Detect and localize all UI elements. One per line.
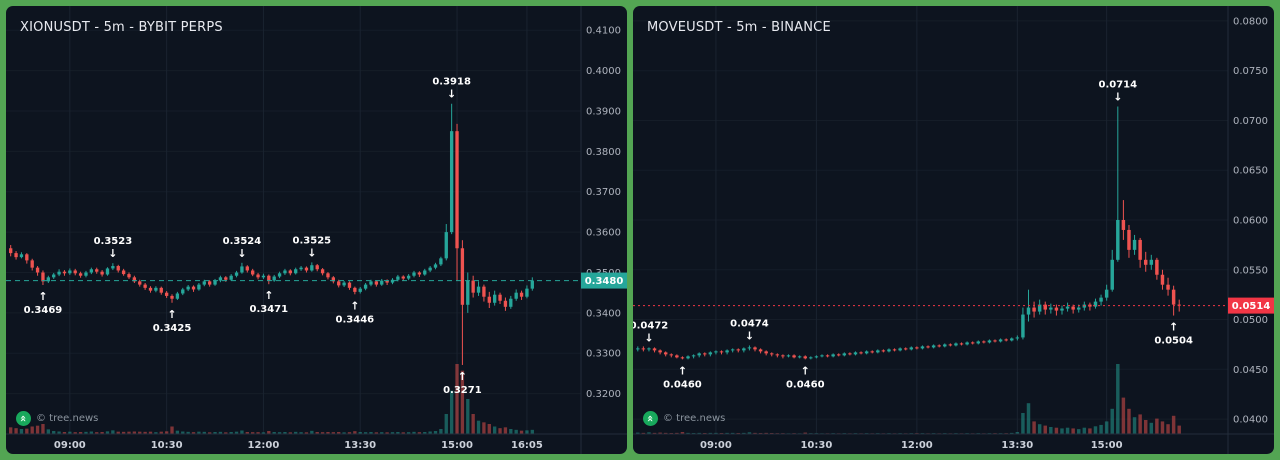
- time-axis[interactable]: 09:00 10:30 12:00 13:30 15:00: [700, 440, 1123, 451]
- svg-text:↑: ↑: [350, 299, 359, 312]
- candlestick-chart-xionusdt[interactable]: 0.4100 0.4000 0.3900 0.3800 0.3700 0.3600 0.35…: [6, 6, 627, 454]
- svg-text:0.0650: 0.0650: [1233, 166, 1268, 177]
- svg-text:0.0450: 0.0450: [1233, 365, 1268, 376]
- price-annotations: ↑0.3469↓0.3523↑0.3425↓0.3524↑0.3471↓0.35…: [24, 77, 482, 396]
- volume-bars: [9, 364, 534, 434]
- svg-text:0.0500: 0.0500: [1233, 315, 1268, 326]
- svg-text:0.3471: 0.3471: [250, 304, 289, 315]
- candlestick-chart-moveusdt[interactable]: 0.0800 0.0750 0.0700 0.0650 0.0600 0.0550 0.05…: [633, 6, 1274, 454]
- svg-text:15:00: 15:00: [1091, 440, 1123, 451]
- double-chevron-up-icon: «: [16, 414, 30, 422]
- svg-text:↓: ↓: [745, 329, 754, 342]
- svg-text:0.3600: 0.3600: [586, 228, 621, 239]
- svg-text:0.0460: 0.0460: [663, 379, 702, 390]
- svg-text:0.0474: 0.0474: [730, 318, 769, 329]
- svg-text:0.3300: 0.3300: [586, 349, 621, 360]
- svg-text:13:30: 13:30: [1001, 440, 1033, 451]
- svg-text:10:30: 10:30: [800, 440, 832, 451]
- candles: [636, 106, 1181, 360]
- svg-text:0.3800: 0.3800: [586, 147, 621, 158]
- svg-text:0.3469: 0.3469: [24, 305, 63, 316]
- svg-text:0.3523: 0.3523: [94, 236, 133, 247]
- svg-text:0.4100: 0.4100: [586, 26, 621, 37]
- watermark: « © tree.news: [643, 411, 725, 426]
- watermark: « © tree.news: [16, 411, 98, 426]
- chart-panel-xionusdt: XIONUSDT - 5m - BYBIT PERPS 0.4100 0.4000…: [6, 6, 627, 454]
- svg-text:↑: ↑: [167, 308, 176, 321]
- time-axis[interactable]: 09:00 10:30 12:00 13:30 15:00 16:05: [54, 440, 543, 451]
- svg-text:0.0472: 0.0472: [633, 320, 668, 331]
- svg-text:↓: ↓: [644, 331, 653, 344]
- tree-news-logo-icon: «: [16, 411, 31, 426]
- grid: [6, 6, 581, 434]
- svg-text:↓: ↓: [307, 246, 316, 259]
- svg-text:0.4000: 0.4000: [586, 66, 621, 77]
- svg-text:0.0550: 0.0550: [1233, 265, 1268, 276]
- svg-text:↓: ↓: [237, 247, 246, 260]
- svg-text:↓: ↓: [108, 247, 117, 260]
- svg-text:0.3700: 0.3700: [586, 187, 621, 198]
- svg-text:0.3446: 0.3446: [336, 314, 375, 325]
- watermark-text: © tree.news: [36, 413, 99, 424]
- svg-text:0.3525: 0.3525: [293, 235, 332, 246]
- last-price-badge: 0.0514: [1228, 297, 1274, 314]
- svg-text:12:00: 12:00: [901, 440, 933, 451]
- watermark-text: © tree.news: [663, 413, 726, 424]
- svg-text:0.3918: 0.3918: [432, 77, 471, 88]
- svg-text:↑: ↑: [458, 370, 467, 383]
- svg-text:↓: ↓: [447, 88, 456, 101]
- price-annotations: ↓0.0472↑0.0460↓0.0474↑0.0460↓0.0714↑0.05…: [633, 80, 1193, 391]
- svg-text:↑: ↑: [264, 289, 273, 302]
- svg-text:16:05: 16:05: [511, 440, 543, 451]
- svg-text:0.3271: 0.3271: [443, 385, 482, 396]
- svg-text:0.0514: 0.0514: [1232, 301, 1271, 312]
- last-price-badge: 0.3480: [581, 272, 627, 289]
- svg-text:0.3524: 0.3524: [223, 236, 262, 247]
- chart-panel-moveusdt: MOVEUSDT - 5m - BINANCE 0.0800 0.0750 0.07…: [633, 6, 1274, 454]
- svg-text:↑: ↑: [801, 364, 810, 377]
- svg-text:10:30: 10:30: [151, 440, 183, 451]
- svg-text:0.3200: 0.3200: [586, 389, 621, 400]
- svg-text:0.0504: 0.0504: [1154, 336, 1193, 347]
- svg-text:15:00: 15:00: [441, 440, 473, 451]
- svg-text:↑: ↑: [1169, 321, 1178, 334]
- svg-text:0.3400: 0.3400: [586, 308, 621, 319]
- svg-text:12:00: 12:00: [248, 440, 280, 451]
- svg-text:13:30: 13:30: [344, 440, 376, 451]
- svg-text:0.3425: 0.3425: [153, 323, 192, 334]
- price-axis[interactable]: 0.41000.40000.39000.38000.37000.36000.35…: [586, 26, 621, 400]
- svg-text:0.0400: 0.0400: [1233, 415, 1268, 426]
- svg-text:09:00: 09:00: [700, 440, 732, 451]
- double-chevron-up-icon: «: [643, 414, 657, 422]
- grid: [633, 6, 1228, 434]
- svg-text:↓: ↓: [1113, 91, 1122, 104]
- svg-text:↑: ↑: [678, 364, 687, 377]
- tree-news-logo-icon: «: [643, 411, 658, 426]
- svg-text:0.0700: 0.0700: [1233, 116, 1268, 127]
- svg-text:0.0714: 0.0714: [1099, 80, 1138, 91]
- svg-text:0.0800: 0.0800: [1233, 16, 1268, 27]
- svg-text:0.3900: 0.3900: [586, 106, 621, 117]
- svg-text:0.0750: 0.0750: [1233, 66, 1268, 77]
- svg-text:0.0600: 0.0600: [1233, 216, 1268, 227]
- svg-text:09:00: 09:00: [54, 440, 86, 451]
- candles: [9, 103, 534, 365]
- price-axis[interactable]: 0.0800 0.0750 0.0700 0.0650 0.0600 0.0550 0.05…: [1233, 16, 1268, 425]
- svg-text:0.0460: 0.0460: [786, 379, 825, 390]
- svg-text:↑: ↑: [38, 290, 47, 303]
- svg-text:0.3480: 0.3480: [585, 276, 624, 287]
